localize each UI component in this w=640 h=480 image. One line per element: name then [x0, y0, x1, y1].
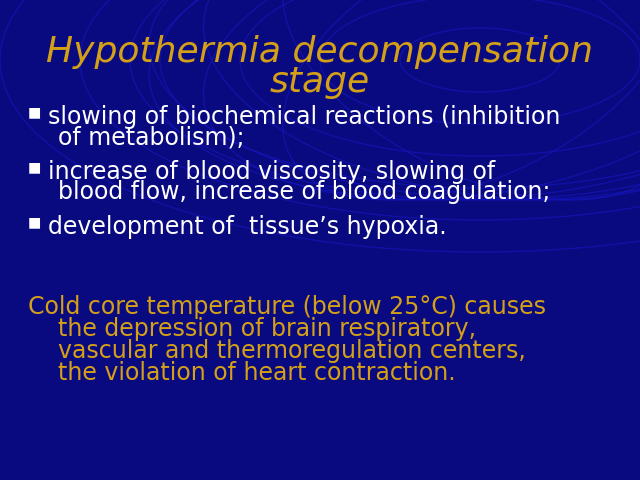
Text: Hypothermia decompensation: Hypothermia decompensation [47, 35, 593, 69]
Text: Cold core temperature (below 25°C) causes: Cold core temperature (below 25°C) cause… [28, 295, 546, 319]
Text: vascular and thermoregulation centers,: vascular and thermoregulation centers, [28, 339, 525, 363]
Text: the violation of heart contraction.: the violation of heart contraction. [28, 361, 456, 385]
Text: the depression of brain respiratory,: the depression of brain respiratory, [28, 317, 476, 341]
Text: stage: stage [270, 65, 370, 99]
Text: ■: ■ [28, 215, 42, 229]
Text: of metabolism);: of metabolism); [58, 125, 244, 149]
Text: ■: ■ [28, 160, 42, 174]
Text: ■: ■ [28, 105, 42, 119]
Text: increase of blood viscosity, slowing of: increase of blood viscosity, slowing of [48, 160, 495, 184]
Text: slowing of biochemical reactions (inhibition: slowing of biochemical reactions (inhibi… [48, 105, 561, 129]
Text: development of  tissue’s hypoxia.: development of tissue’s hypoxia. [48, 215, 447, 239]
Text: blood flow, increase of blood coagulation;: blood flow, increase of blood coagulatio… [58, 180, 550, 204]
